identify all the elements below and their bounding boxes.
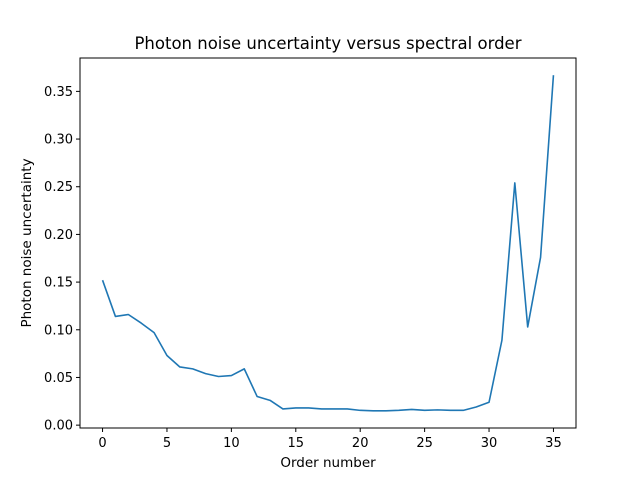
y-tick-label: 0.25 <box>44 180 73 195</box>
x-tick-label: 30 <box>481 436 498 451</box>
chart-title: Photon noise uncertainty versus spectral… <box>134 34 521 53</box>
y-ticks: 0.00 0.05 0.10 0.15 0.20 0.25 0.30 0.35 <box>44 85 80 434</box>
x-tick-label: 35 <box>545 436 562 451</box>
x-ticks: 0 5 10 15 20 25 30 35 <box>98 428 562 451</box>
y-tick-label: 0.35 <box>44 85 73 100</box>
axes-frame <box>79 57 577 429</box>
x-tick-label: 10 <box>223 436 240 451</box>
x-tick-label: 5 <box>163 436 171 451</box>
x-tick-label: 0 <box>98 436 106 451</box>
x-tick-label: 15 <box>288 436 305 451</box>
plot-area: 0 5 10 15 20 25 30 35 0.000.050.100.150.200.250… <box>44 57 577 451</box>
y-axis-label: Photon noise uncertainty <box>19 158 35 327</box>
series-line <box>101 75 555 412</box>
series-layer <box>101 75 555 412</box>
y-tick-label: 0.30 <box>44 133 73 148</box>
y-tick-label: 0.05 <box>44 371 73 386</box>
x-tick-label: 20 <box>352 436 369 451</box>
x-tick-label: 25 <box>416 436 433 451</box>
y-tick-label: 0.20 <box>44 228 73 243</box>
y-tick-label: 0.10 <box>44 323 73 338</box>
y-tick-label: 0.15 <box>44 276 73 291</box>
x-axis-label: Order number <box>280 455 376 471</box>
y-tick-label: 0.00 <box>44 419 73 434</box>
